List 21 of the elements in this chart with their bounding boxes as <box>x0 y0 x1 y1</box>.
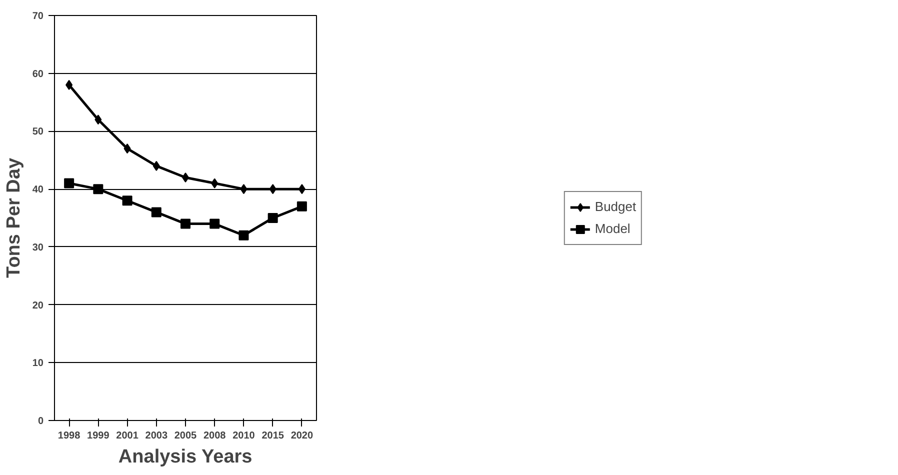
x-tick-label: 2020 <box>290 430 314 442</box>
x-tick-label: 1998 <box>58 430 81 442</box>
y-axis-title: Tons Per Day <box>3 158 24 278</box>
x-tick-label: 2008 <box>203 430 226 442</box>
y-tick-label: 30 <box>32 242 44 254</box>
y-tick-label: 0 <box>38 416 44 427</box>
y-tick-label: 10 <box>32 358 44 370</box>
legend-label: Budget <box>594 199 636 214</box>
legend-label: Model <box>594 221 630 236</box>
x-tick-label: 2001 <box>116 430 139 442</box>
x-tick-label: 1999 <box>87 430 110 442</box>
y-tick-label: 40 <box>32 184 44 196</box>
y-tick-label: 50 <box>32 126 44 138</box>
x-tick-label: 2010 <box>232 430 256 442</box>
y-tick-label: 70 <box>32 11 44 22</box>
x-tick-label: 2003 <box>145 430 168 442</box>
y-tick-label: 60 <box>32 68 44 80</box>
x-axis-title: Analysis Years <box>118 446 252 468</box>
x-tick-label: 2005 <box>174 430 198 442</box>
y-tick-label: 20 <box>32 300 44 312</box>
x-tick-label: 2015 <box>262 430 284 442</box>
